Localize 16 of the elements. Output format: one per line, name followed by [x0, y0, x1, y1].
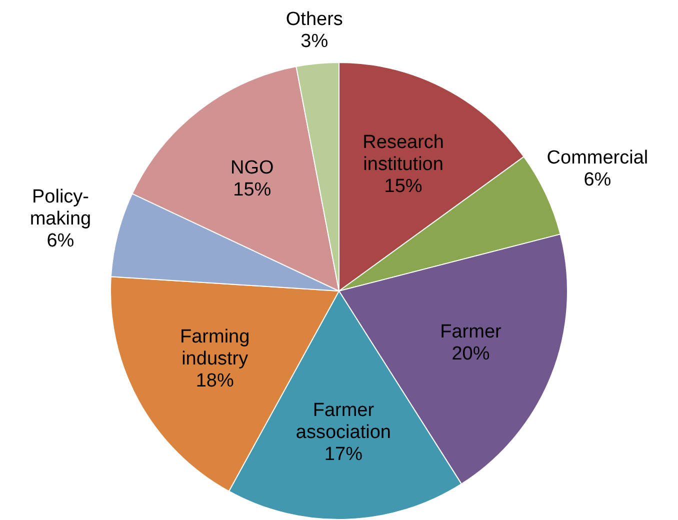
data-label: 18%	[196, 370, 234, 392]
data-label: 6%	[46, 230, 74, 252]
slice-label: Commercial	[546, 148, 648, 169]
data-label: 17%	[324, 444, 363, 465]
slice-label: Policy-making	[30, 186, 92, 230]
slice-label: Research institution	[362, 132, 444, 176]
data-label: 15%	[384, 176, 422, 198]
slice-label: Farming industry	[180, 326, 250, 370]
data-label: 3%	[300, 31, 328, 52]
data-label: 20%	[452, 343, 490, 364]
data-label: 6%	[584, 170, 612, 191]
slice-label: NGO	[230, 157, 274, 178]
slice-label: Farmer	[440, 321, 502, 342]
data-label: 15%	[233, 179, 272, 200]
slice-label: Farmer association	[296, 400, 391, 443]
slice-label: Others	[286, 9, 343, 30]
